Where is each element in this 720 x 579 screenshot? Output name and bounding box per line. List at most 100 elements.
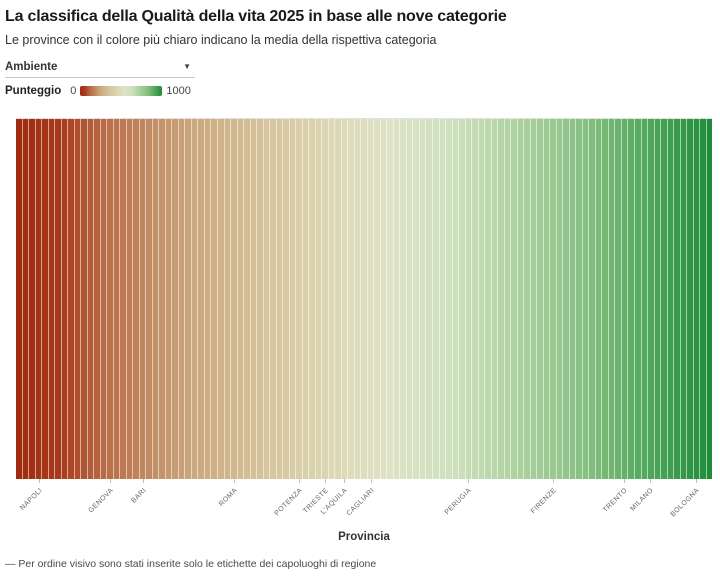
province-strip[interactable] [204,119,212,479]
province-strip[interactable] [589,119,596,479]
province-strip[interactable] [81,119,88,479]
province-strip[interactable] [439,119,447,479]
province-strip[interactable] [152,119,160,479]
province-strip[interactable] [530,119,538,479]
province-strip[interactable] [387,119,394,479]
province-strip[interactable] [706,119,713,479]
province-strip[interactable] [61,119,69,479]
province-strip[interactable] [413,119,420,479]
province-strip[interactable] [48,119,56,479]
province-strip[interactable] [309,119,316,479]
province-strip[interactable] [172,119,179,479]
province-strip[interactable] [263,119,271,479]
province-strip[interactable] [302,119,310,479]
province-strip[interactable] [42,119,49,479]
province-strip[interactable] [465,119,473,479]
province-strip[interactable] [361,119,368,479]
province-strip[interactable] [328,119,336,479]
province-strip[interactable] [178,119,186,479]
province-strip[interactable] [472,119,479,479]
province-strip[interactable] [602,119,609,479]
province-strip[interactable] [569,119,577,479]
province-strip[interactable] [595,119,603,479]
province-strip[interactable] [543,119,551,479]
province-strip[interactable] [100,119,108,479]
province-strip[interactable] [107,119,114,479]
province-strip[interactable] [133,119,140,479]
province-strip[interactable] [74,119,82,479]
province-strip[interactable] [354,119,362,479]
province-strip[interactable] [374,119,381,479]
province-strip[interactable] [250,119,258,479]
province-strip[interactable] [139,119,147,479]
province-strip[interactable] [35,119,43,479]
province-strip[interactable] [563,119,570,479]
province-strip[interactable] [400,119,407,479]
province-strip[interactable] [367,119,375,479]
province-strip[interactable] [283,119,290,479]
province-strip[interactable] [231,119,238,479]
province-strip[interactable] [504,119,512,479]
province-strip[interactable] [700,119,707,479]
province-strip[interactable] [146,119,153,479]
province-strip[interactable] [608,119,616,479]
province-strip[interactable] [217,119,225,479]
province-strip[interactable] [498,119,505,479]
province-strip[interactable] [380,119,388,479]
province-strip[interactable] [113,119,121,479]
province-strip[interactable] [296,119,303,479]
province-strip[interactable] [524,119,531,479]
province-strip[interactable] [198,119,205,479]
province-strip[interactable] [55,119,62,479]
province-strip[interactable] [257,119,264,479]
province-strip[interactable] [693,119,701,479]
province-strip[interactable] [478,119,486,479]
province-strip[interactable] [289,119,297,479]
province-strip[interactable] [126,119,134,479]
province-strip[interactable] [485,119,492,479]
province-strip[interactable] [433,119,440,479]
province-strip[interactable] [393,119,401,479]
province-strip[interactable] [211,119,218,479]
province-strip[interactable] [576,119,583,479]
province-strip[interactable] [87,119,95,479]
province-strip[interactable] [556,119,564,479]
province-strip[interactable] [270,119,277,479]
province-strip[interactable] [582,119,590,479]
province-strip[interactable] [348,119,355,479]
province-strip[interactable] [537,119,544,479]
province-strip[interactable] [335,119,342,479]
province-strip[interactable] [165,119,173,479]
province-strip[interactable] [341,119,349,479]
province-strip[interactable] [419,119,427,479]
province-strip[interactable] [29,119,36,479]
province-strip[interactable] [687,119,694,479]
province-strip[interactable] [16,119,23,479]
province-strip[interactable] [185,119,192,479]
province-strip[interactable] [517,119,525,479]
province-strip[interactable] [159,119,166,479]
province-strip[interactable] [322,119,329,479]
province-strip[interactable] [628,119,635,479]
province-strip[interactable] [446,119,453,479]
province-strip[interactable] [224,119,232,479]
province-strip[interactable] [661,119,668,479]
province-strip[interactable] [315,119,323,479]
province-strip[interactable] [406,119,414,479]
province-strip[interactable] [648,119,655,479]
province-strip[interactable] [550,119,557,479]
province-strip[interactable] [120,119,127,479]
province-strip[interactable] [244,119,251,479]
province-strip[interactable] [68,119,75,479]
province-strip[interactable] [426,119,433,479]
province-strip[interactable] [94,119,101,479]
province-strip[interactable] [276,119,284,479]
province-strip[interactable] [680,119,688,479]
province-strip[interactable] [634,119,642,479]
province-strip[interactable] [22,119,30,479]
province-strip[interactable] [511,119,518,479]
province-strip[interactable] [615,119,622,479]
province-strip[interactable] [674,119,681,479]
province-strip[interactable] [667,119,675,479]
province-strip[interactable] [459,119,466,479]
